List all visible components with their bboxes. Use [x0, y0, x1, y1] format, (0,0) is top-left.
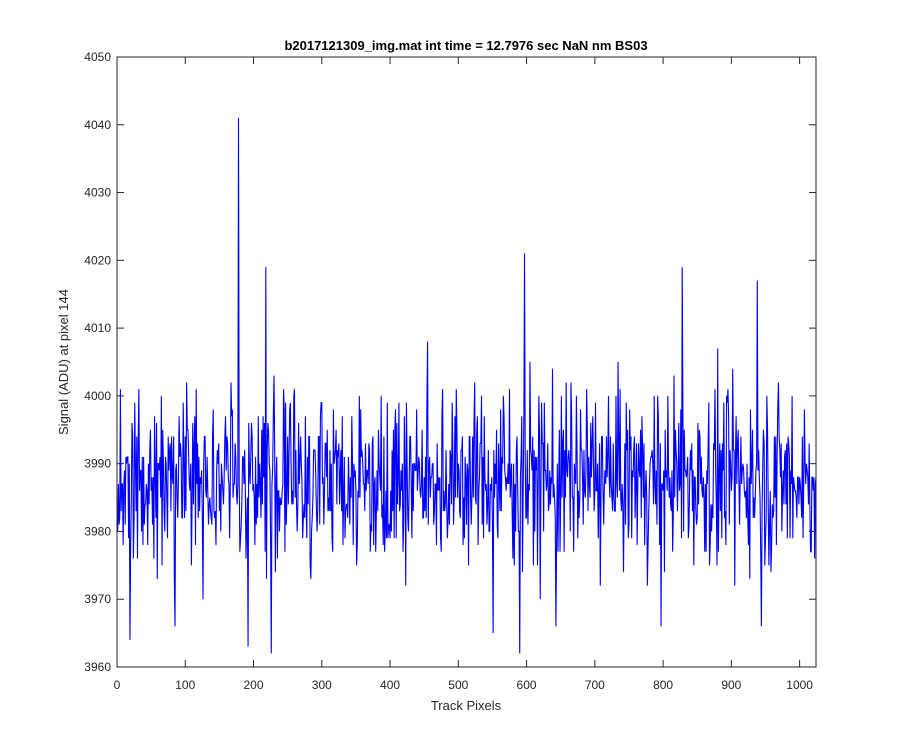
- y-tick-label: 3970: [84, 592, 111, 606]
- x-tick-label: 300: [312, 678, 332, 692]
- y-tick-label: 3960: [84, 660, 111, 674]
- chart-title: b2017121309_img.mat int time = 12.7976 s…: [284, 38, 647, 53]
- x-axis-label: Track Pixels: [431, 698, 502, 713]
- x-tick-label: 0: [114, 678, 121, 692]
- y-tick-label: 3990: [84, 457, 111, 471]
- y-tick-label: 3980: [84, 524, 111, 538]
- x-tick-labels: 0 100 200 300 400 500 600 700 800 900 1000: [114, 678, 814, 692]
- y-tick-label: 4040: [84, 118, 111, 132]
- x-tick-label: 500: [448, 678, 468, 692]
- y-axis-label: Signal (ADU) at pixel 144: [56, 289, 71, 435]
- x-tick-label: 1000: [786, 678, 813, 692]
- x-tick-label: 900: [721, 678, 741, 692]
- x-tick-label: 400: [380, 678, 400, 692]
- x-tick-label: 600: [517, 678, 537, 692]
- y-tick-label: 4020: [84, 253, 111, 267]
- signal-series-line: [117, 117, 817, 654]
- x-tick-label: 800: [653, 678, 673, 692]
- axes-box: [116, 56, 817, 668]
- y-tick-label: 4000: [84, 389, 111, 403]
- y-tick-labels: 3960 3970 3980 3990 4000 4010 4020 4030 4040 4050: [84, 50, 111, 674]
- axis-ticks: [116, 56, 816, 668]
- x-tick-label: 100: [175, 678, 195, 692]
- x-tick-label: 200: [244, 678, 264, 692]
- x-tick-label: 700: [585, 678, 605, 692]
- y-tick-label: 4010: [84, 321, 111, 335]
- y-tick-label: 4030: [84, 186, 111, 200]
- plot-area: [117, 57, 816, 667]
- y-tick-label: 4050: [84, 50, 111, 64]
